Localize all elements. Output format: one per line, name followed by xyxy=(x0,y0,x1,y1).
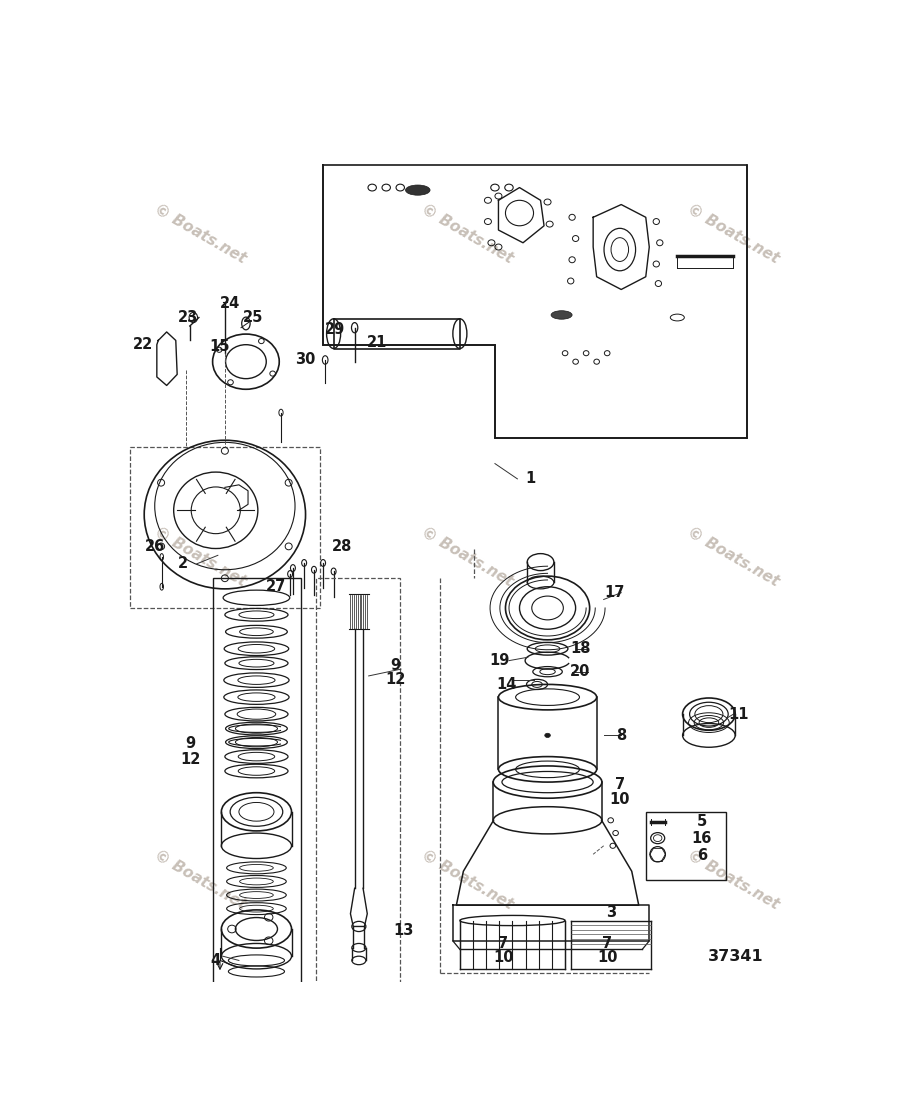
Text: 18: 18 xyxy=(570,641,590,656)
Bar xyxy=(316,578,400,986)
Text: 2: 2 xyxy=(178,556,188,571)
Text: 4: 4 xyxy=(210,953,220,968)
Text: 9: 9 xyxy=(390,658,401,673)
Ellipse shape xyxy=(405,185,430,195)
Bar xyxy=(130,447,320,608)
Text: 12: 12 xyxy=(385,672,405,687)
Text: 20: 20 xyxy=(570,664,590,679)
Text: © Boats.net: © Boats.net xyxy=(685,847,782,912)
Text: 7: 7 xyxy=(602,936,612,951)
Text: 29: 29 xyxy=(325,322,345,336)
Text: 12: 12 xyxy=(180,751,200,767)
Text: 24: 24 xyxy=(220,297,240,311)
Text: 22: 22 xyxy=(133,338,153,352)
Text: 10: 10 xyxy=(597,951,618,965)
Text: 30: 30 xyxy=(295,353,316,367)
Text: © Boats.net: © Boats.net xyxy=(685,525,782,589)
Text: © Boats.net: © Boats.net xyxy=(685,202,782,267)
Text: 10: 10 xyxy=(609,792,630,806)
Text: 10: 10 xyxy=(493,951,514,965)
Text: 8: 8 xyxy=(616,728,627,742)
Text: © Boats.net: © Boats.net xyxy=(152,847,249,912)
Text: 17: 17 xyxy=(604,586,624,600)
Text: 28: 28 xyxy=(332,539,353,555)
Text: © Boats.net: © Boats.net xyxy=(152,202,249,267)
Ellipse shape xyxy=(545,733,550,738)
Text: 11: 11 xyxy=(729,707,750,721)
Text: 9: 9 xyxy=(186,737,196,751)
Text: 23: 23 xyxy=(178,310,198,325)
Text: 16: 16 xyxy=(691,832,712,846)
Text: 21: 21 xyxy=(367,335,387,351)
Text: 6: 6 xyxy=(697,848,707,864)
Text: 14: 14 xyxy=(496,677,517,692)
Text: 37341: 37341 xyxy=(708,949,763,964)
Text: 1: 1 xyxy=(525,471,535,486)
Ellipse shape xyxy=(551,311,572,319)
Text: © Boats.net: © Boats.net xyxy=(152,525,249,589)
Bar xyxy=(213,578,301,986)
Text: 7: 7 xyxy=(615,778,625,792)
Text: 26: 26 xyxy=(145,539,165,555)
Text: 5: 5 xyxy=(697,814,707,829)
Text: 3: 3 xyxy=(606,904,616,920)
Text: © Boats.net: © Boats.net xyxy=(418,525,516,589)
Bar xyxy=(646,812,726,880)
Text: 25: 25 xyxy=(242,310,263,325)
Text: 27: 27 xyxy=(266,579,286,595)
Text: © Boats.net: © Boats.net xyxy=(418,202,516,267)
Text: 7: 7 xyxy=(498,936,508,951)
Text: 19: 19 xyxy=(490,653,510,668)
Text: 15: 15 xyxy=(210,339,230,354)
Text: 13: 13 xyxy=(394,923,414,939)
Text: © Boats.net: © Boats.net xyxy=(418,847,516,912)
